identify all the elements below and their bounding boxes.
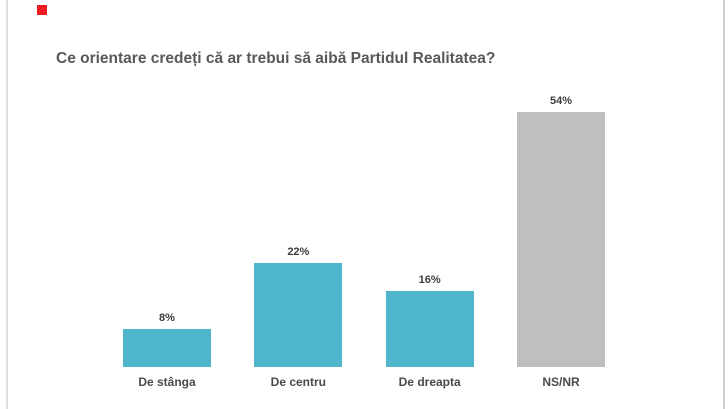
bar-group: 22% De centru <box>254 90 343 388</box>
bar <box>254 263 343 367</box>
bar <box>385 291 474 367</box>
chart-title: Ce orientare credeți că ar trebui să aib… <box>56 50 496 68</box>
slide-right-edge <box>723 0 725 409</box>
bar-group: 54% NS/NR <box>516 90 605 388</box>
bar-category-label: NS/NR <box>542 375 580 389</box>
plot-area: 8% De stânga 22% De centru 16% De dreapta 54% N… <box>123 90 605 388</box>
bar-value-label: 8% <box>159 312 175 324</box>
bar-group: 16% De dreapta <box>385 90 474 388</box>
slide-left-edge <box>6 0 8 409</box>
bar-category-label: De dreapta <box>398 375 461 389</box>
bar-category-label: De stânga <box>138 375 196 389</box>
bar-group: 8% De stânga <box>123 90 211 388</box>
bar-category-label: De centru <box>270 375 327 389</box>
bar-value-label: 54% <box>549 95 572 107</box>
red-square-marker <box>37 5 47 15</box>
bar-value-label: 16% <box>418 274 441 286</box>
bar <box>123 329 211 367</box>
bar-value-label: 22% <box>287 246 310 258</box>
bar <box>516 112 605 367</box>
